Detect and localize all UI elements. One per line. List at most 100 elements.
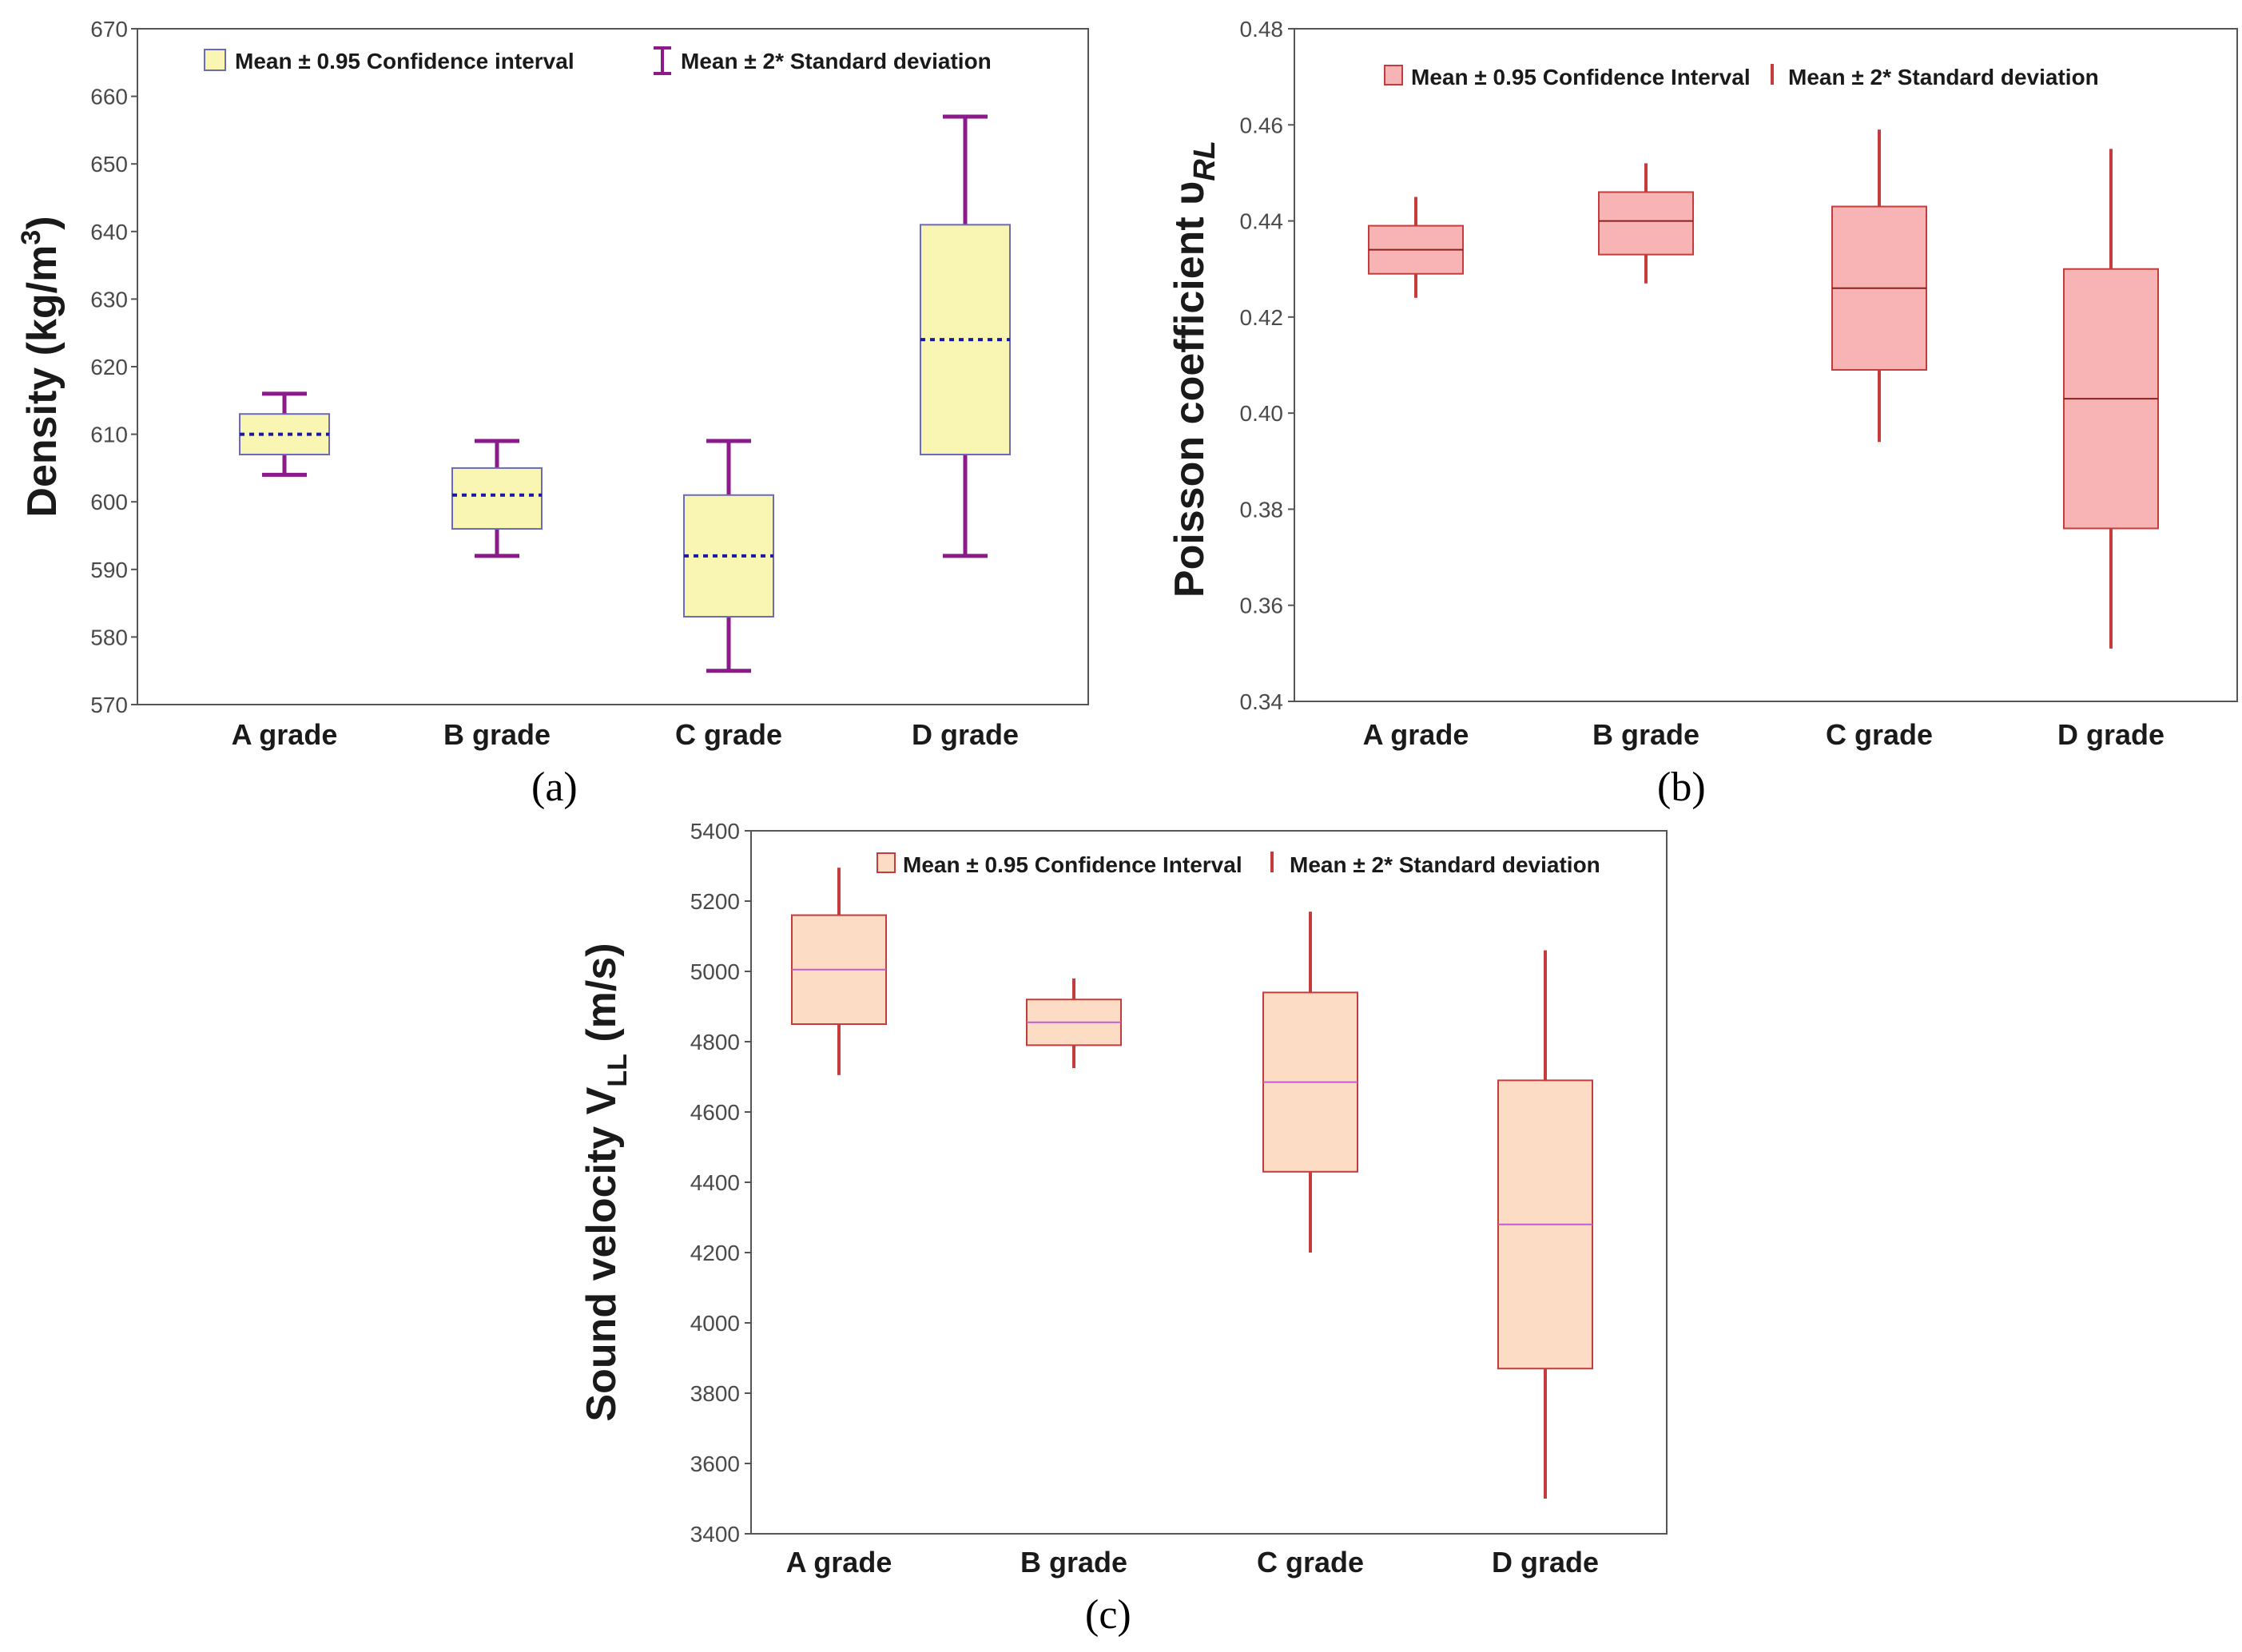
y-tick-label: 660 [90,85,128,109]
box-c-grade [1831,129,1927,443]
x-category-label: A grade [232,718,338,751]
confidence-box [1598,191,1694,256]
y-axis-label-main: Poisson coefficient υ [1167,181,1213,598]
legend-whisker-swatch [654,46,671,75]
x-category-label: B grade [1020,1546,1127,1579]
x-category-label: B grade [1592,718,1699,751]
confidence-box [451,467,543,530]
y-tick-label: 5000 [690,959,740,984]
y-tick-label: 3600 [690,1451,740,1476]
y-tick-label: 0.34 [1240,689,1284,714]
box-a-grade [239,391,330,477]
y-ticks: 3400 3600 3800 4000 4200 4400 4600 4800 5000 5200… [690,819,751,1547]
legend-box-label: Mean ± 0.95 Confidence interval [235,49,574,73]
panel-label-a: (a) [531,764,578,810]
legend-whisker-label: Mean ± 2* Standard deviation [681,49,992,73]
box-a-grade [791,868,887,1075]
box-d-grade [920,114,1011,558]
y-axis-label: Poisson coefficient υRL [1167,141,1222,598]
y-tick-label: 3800 [690,1381,740,1406]
y-tick-label: 4000 [690,1311,740,1336]
box-d-grade [1497,950,1593,1499]
y-tick-label: 0.42 [1240,305,1284,330]
y-tick-label: 590 [90,558,128,582]
legend-whisker-label: Mean ± 2* Standard deviation [1290,852,1600,877]
legend: Mean ± 0.95 Confidence Interval Mean ± 2… [877,852,1600,877]
y-tick-label: 640 [90,220,128,244]
y-tick-label: 4400 [690,1170,740,1195]
y-ticks: 570 580 590 600 610 620 630 640 650 660 670 [90,17,137,717]
plot-frame [1294,28,2238,702]
box-c-grade [1262,911,1358,1253]
x-category-label: D grade [2057,718,2164,751]
x-category-label: C grade [1826,718,1933,751]
box-b-grade [1598,163,1694,284]
x-category-label: B grade [443,718,551,751]
legend-box-swatch [204,49,226,71]
y-tick-label: 4600 [690,1100,740,1125]
chart-poisson: 0.34 0.36 0.38 0.40 0.42 0.44 0.46 0.48 A grade… [1167,17,2238,810]
confidence-box [683,494,774,618]
y-tick-label: 620 [90,355,128,379]
y-tick-label: 5400 [690,819,740,844]
y-tick-label: 0.40 [1240,401,1284,426]
y-tick-label: 4200 [690,1241,740,1265]
x-category-label: C grade [1257,1546,1364,1579]
y-axis-label-main: Sound velocity V [578,1086,625,1421]
box-c-grade [683,439,774,673]
confidence-box [920,224,1011,455]
y-tick-label: 670 [90,17,128,42]
confidence-box [239,413,330,455]
box-d-grade [2063,149,2159,649]
boxes [791,868,1593,1499]
y-axis-label: Sound velocity VLL (m/s) [578,943,633,1421]
y-tick-label: 580 [90,625,128,649]
x-categories: A grade B grade C grade D grade [232,718,1019,751]
y-tick-label: 650 [90,152,128,177]
legend: Mean ± 0.95 Confidence interval Mean ± 2… [204,46,992,75]
y-tick-label: 600 [90,490,128,514]
panel-label-b: (b) [1657,764,1706,810]
panel-label-c: (c) [1085,1592,1131,1638]
y-axis-label-sub: LL [602,1054,633,1087]
y-tick-label: 0.44 [1240,209,1284,234]
y-ticks: 0.34 0.36 0.38 0.40 0.42 0.44 0.46 0.48 [1240,17,1294,714]
x-category-label: A grade [1363,718,1469,751]
y-tick-label: 610 [90,423,128,447]
legend-box-swatch [1384,65,1403,85]
y-tick-label: 0.46 [1240,113,1284,137]
y-axis-label: Density (kg/m3) [16,216,66,517]
y-tick-label: 4800 [690,1030,740,1054]
x-category-label: D grade [912,718,1019,751]
box-b-grade [451,439,543,558]
x-category-label: A grade [786,1546,892,1579]
y-axis-label-close: ) [19,216,66,229]
y-axis-label-sup: 3 [16,230,46,245]
y-axis-label-unit: (m/s) [578,943,625,1054]
legend-whisker-label: Mean ± 2* Standard deviation [1788,65,2099,89]
y-tick-label: 0.38 [1240,497,1284,522]
y-tick-label: 3400 [690,1522,740,1547]
x-categories: A grade B grade C grade D grade [786,1546,1599,1579]
y-tick-label: 570 [90,693,128,717]
box-a-grade [1368,197,1464,298]
y-axis-label-sub: RL [1188,141,1222,181]
y-tick-label: 5200 [690,889,740,914]
legend-box-label: Mean ± 0.95 Confidence Interval [903,852,1242,877]
chart-density: 570 580 590 600 610 620 630 640 650 660 670 A grad… [16,17,1089,810]
x-categories: A grade B grade C grade D grade [1363,718,2164,751]
x-category-label: D grade [1492,1546,1599,1579]
y-tick-label: 630 [90,287,128,312]
y-tick-label: 0.48 [1240,17,1284,42]
legend: Mean ± 0.95 Confidence Interval Mean ± 2… [1384,64,2099,89]
legend-box-swatch [877,852,896,873]
box-b-grade [1026,978,1122,1068]
chart-sound-velocity: 3400 3600 3800 4000 4200 4400 4600 4800 5000 5200… [578,819,1668,1638]
boxes [239,114,1011,673]
y-tick-label: 0.36 [1240,594,1284,618]
x-category-label: C grade [675,718,782,751]
legend-box-label: Mean ± 0.95 Confidence Interval [1411,65,1751,89]
y-axis-label-main: Density (kg/m [19,245,66,518]
boxes [1368,129,2159,649]
